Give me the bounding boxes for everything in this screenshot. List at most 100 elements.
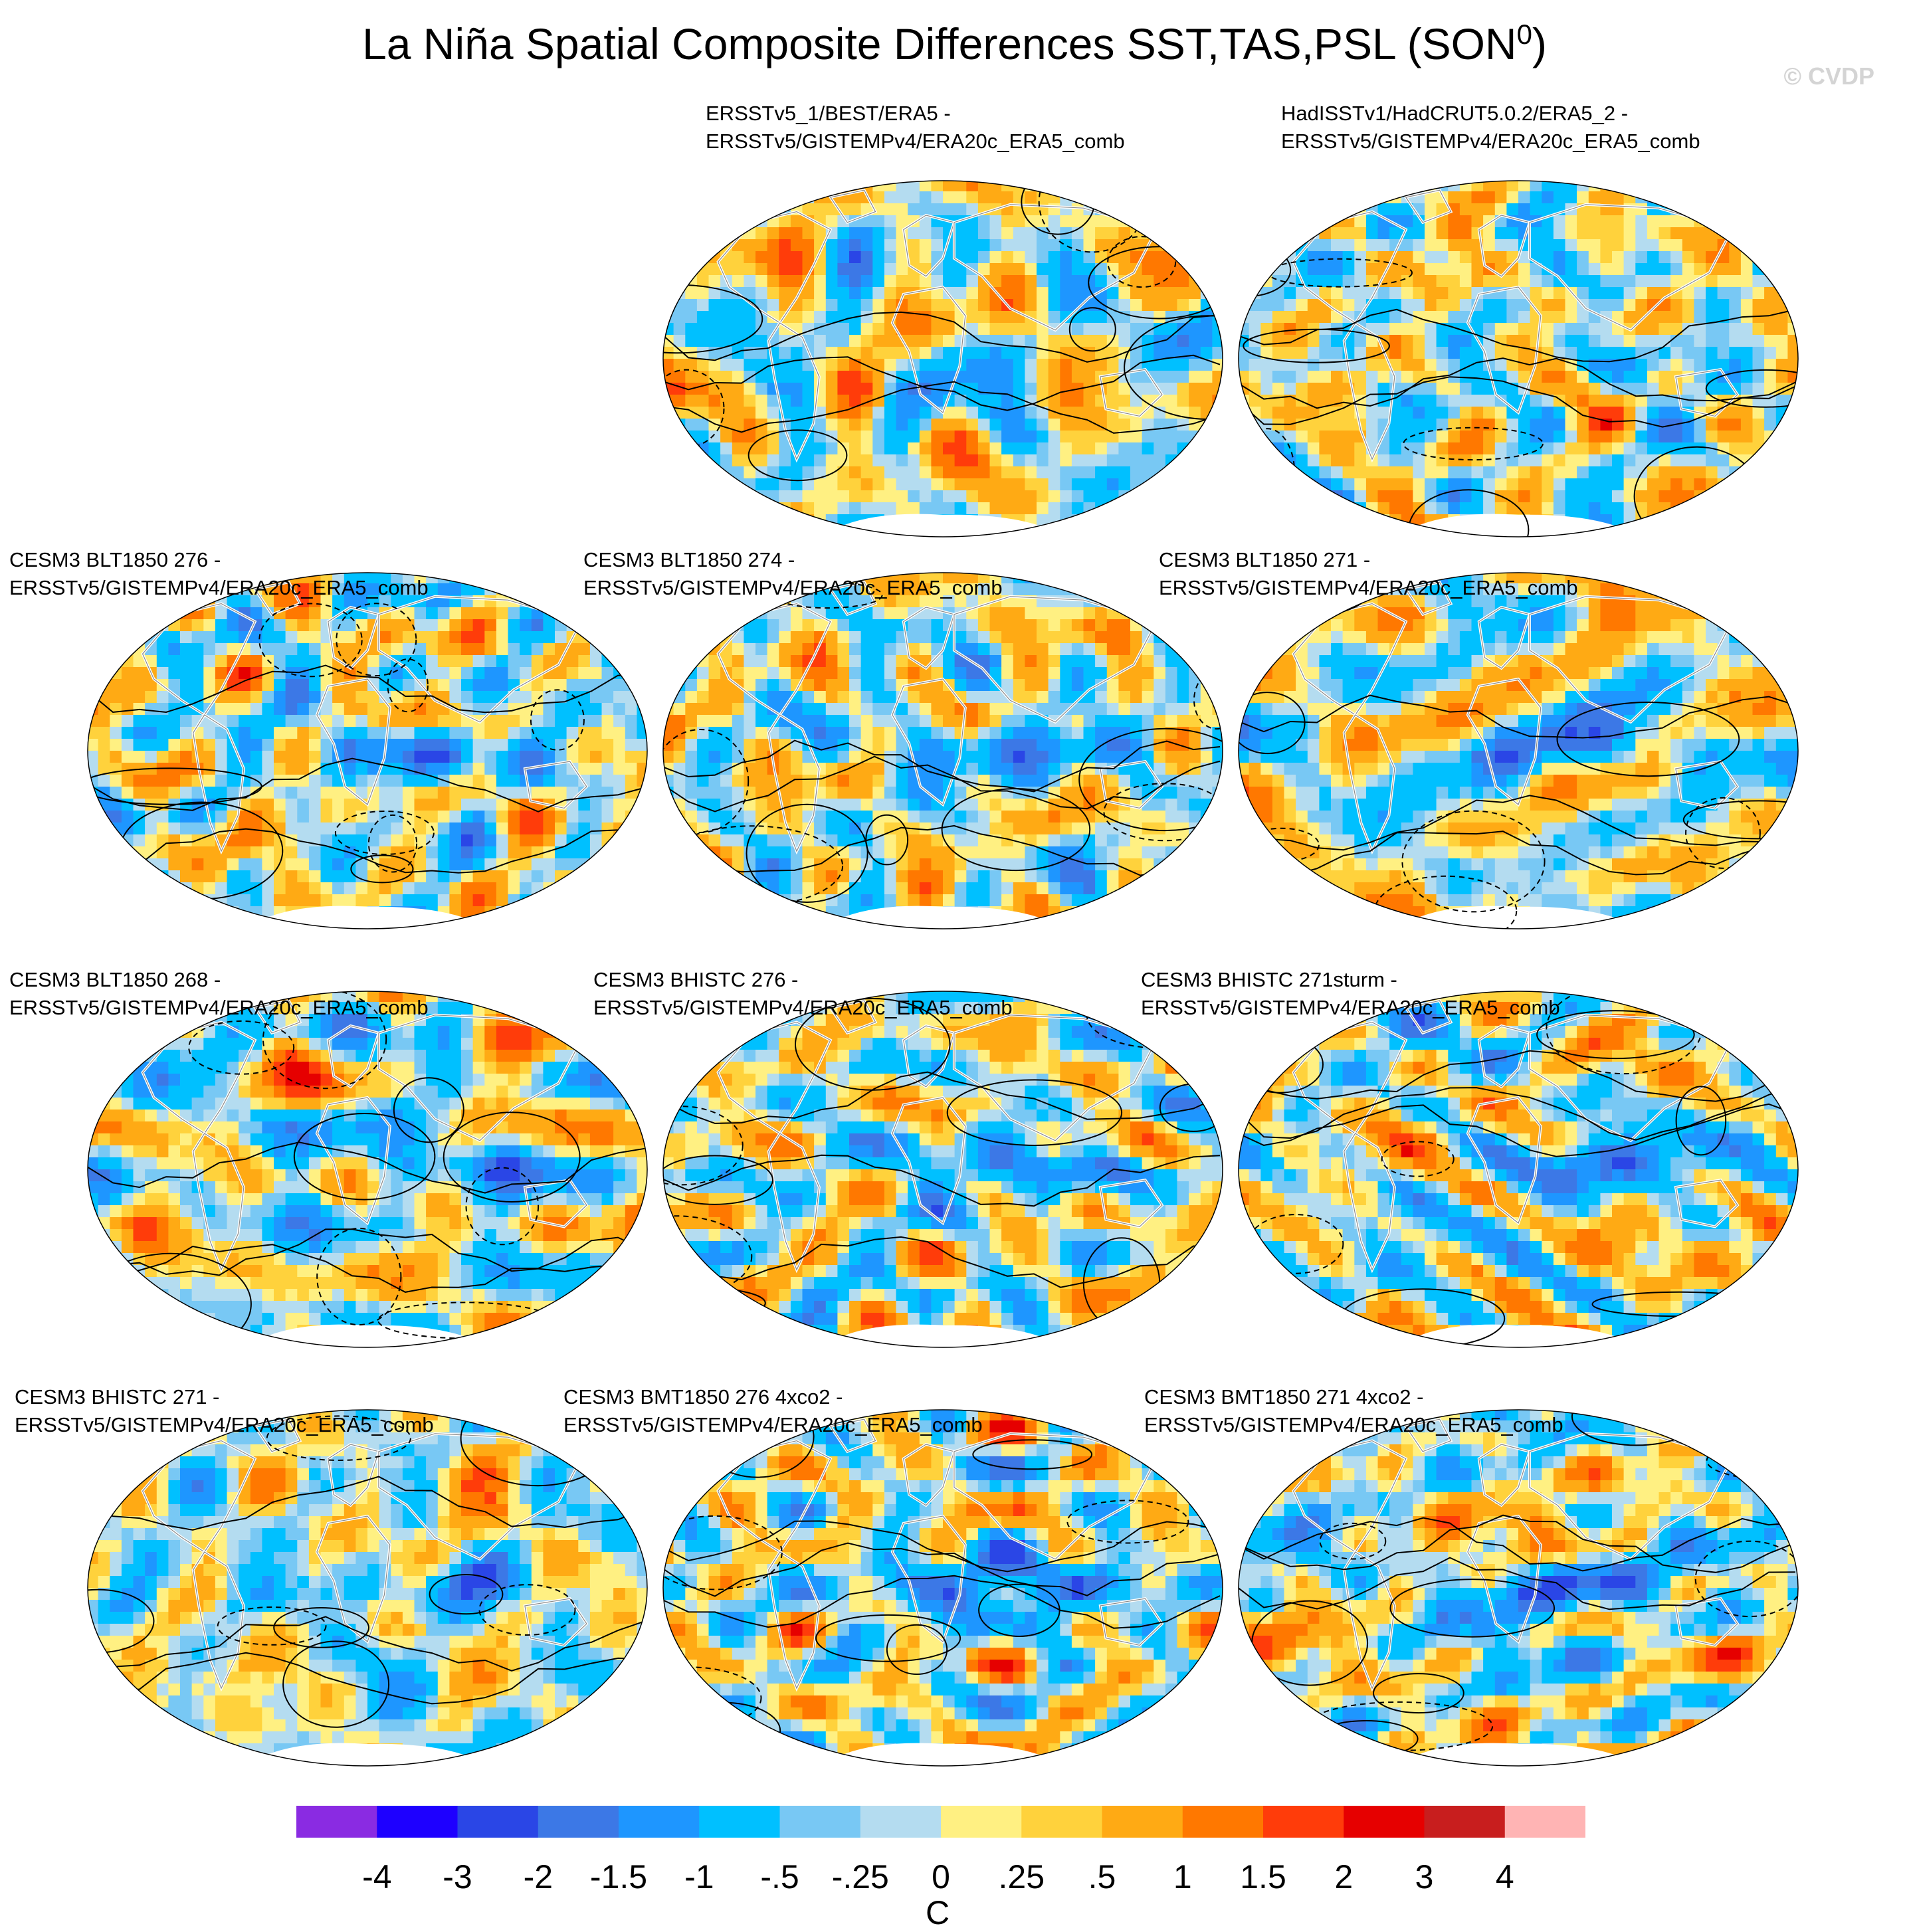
field-cell [1600, 431, 1612, 443]
field-cell [709, 478, 721, 491]
field-cell [438, 858, 450, 871]
field-cell [1107, 203, 1119, 216]
field-cell [1600, 287, 1612, 300]
field-cell [1495, 191, 1507, 204]
field-cell [697, 526, 709, 538]
field-cell [1448, 478, 1460, 491]
field-cell [1776, 275, 1788, 288]
field-cell [1682, 383, 1694, 395]
field-cell [415, 787, 427, 799]
field-cell [1177, 191, 1189, 204]
field-cell [674, 667, 686, 680]
field-cell [1694, 227, 1706, 240]
field-cell [1001, 215, 1013, 228]
field-cell [332, 727, 344, 739]
field-cell [1706, 203, 1718, 216]
field-cell [943, 667, 955, 680]
field-cell [791, 619, 803, 632]
field-cell [508, 822, 520, 835]
field-cell [1049, 263, 1060, 276]
field-cell [908, 395, 920, 407]
field-cell [1589, 442, 1601, 455]
field-cell [1013, 263, 1025, 276]
field-cell [849, 347, 861, 359]
field-cell [1249, 215, 1261, 228]
field-cell [767, 691, 779, 704]
field-cell [849, 371, 861, 383]
field-cell [1343, 442, 1355, 455]
field-cell [355, 715, 367, 727]
field-cell [908, 431, 920, 443]
field-cell [697, 203, 709, 216]
field-cell [1308, 490, 1320, 503]
field-cell [332, 882, 344, 895]
field-cell [520, 834, 532, 847]
field-cell [1401, 407, 1413, 419]
field-cell [872, 191, 884, 204]
field-cell [1260, 179, 1272, 192]
field-cell [1001, 607, 1013, 620]
field-cell [1201, 383, 1213, 395]
field-cell [1272, 454, 1284, 467]
field-cell [484, 751, 496, 763]
field-cell [1084, 490, 1096, 503]
field-cell [814, 311, 826, 324]
field-cell [1682, 299, 1694, 312]
field-cell [1577, 419, 1589, 431]
field-cell [779, 631, 791, 644]
field-cell [274, 787, 286, 799]
field-cell [134, 882, 146, 895]
field-cell [826, 454, 838, 467]
field-cell [966, 227, 978, 240]
field-cell [1635, 215, 1647, 228]
field-cell [403, 775, 415, 787]
field-cell [849, 703, 861, 716]
field-cell [555, 703, 567, 716]
field-cell [1776, 466, 1788, 479]
field-cell [449, 583, 461, 596]
field-cell [1635, 335, 1647, 347]
field-cell [1612, 335, 1624, 347]
field-cell [110, 918, 122, 930]
field-cell [473, 691, 485, 704]
field-cell [814, 287, 826, 300]
field-cell [1600, 275, 1612, 288]
field-cell [803, 239, 815, 252]
field-cell [484, 727, 496, 739]
field-cell [791, 490, 803, 503]
field-cell [1448, 239, 1460, 252]
field-cell [896, 454, 908, 467]
field-cell [1706, 431, 1718, 443]
field-cell [1189, 383, 1201, 395]
field-cell [1025, 431, 1037, 443]
field-cell [685, 299, 697, 312]
field-cell [543, 715, 555, 727]
field-cell [578, 679, 590, 692]
field-cell [1682, 191, 1694, 204]
field-cell [1272, 179, 1284, 192]
field-cell [1025, 239, 1037, 252]
field-cell [1483, 275, 1495, 288]
field-cell [1212, 179, 1224, 192]
field-cell [1001, 454, 1013, 467]
field-cell [1177, 383, 1189, 395]
field-cell [286, 631, 298, 644]
field-cell [274, 739, 286, 751]
field-cell [1518, 311, 1530, 324]
field-cell [955, 275, 967, 288]
field-cell [1272, 502, 1284, 515]
field-cell [426, 894, 438, 907]
field-cell [1189, 514, 1201, 527]
field-cell [1542, 454, 1554, 467]
field-cell [286, 775, 298, 787]
field-cell [1296, 299, 1308, 312]
field-cell [1600, 239, 1612, 252]
field-cell [1448, 227, 1460, 240]
field-cell [1753, 215, 1765, 228]
field-cell [755, 631, 767, 644]
field-cell [180, 811, 192, 823]
field-cell [1001, 478, 1013, 491]
field-cell [379, 727, 391, 739]
field-cell [1107, 179, 1119, 192]
field-cell [1495, 359, 1507, 371]
